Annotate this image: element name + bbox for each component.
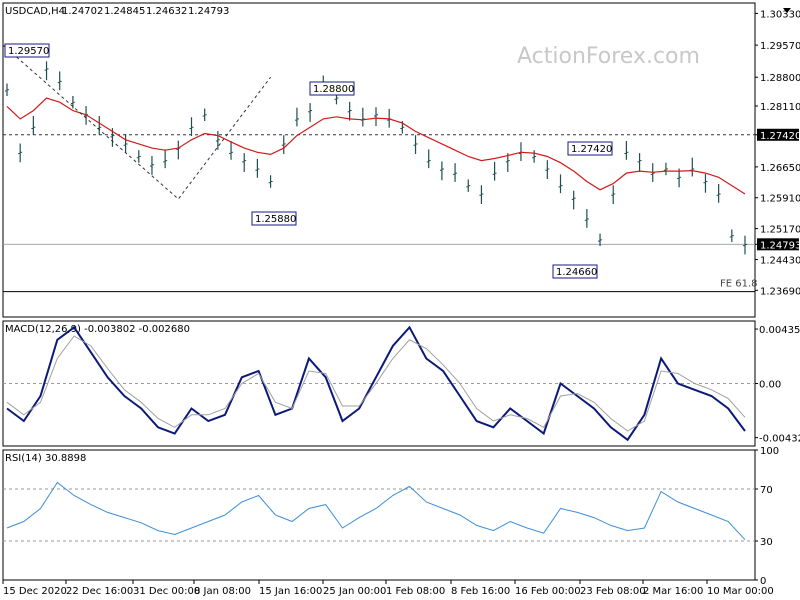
y-tick-label: 1.26650	[760, 163, 800, 174]
dropdown-arrow-icon	[783, 8, 791, 13]
y-label-box	[757, 128, 799, 141]
y-label-box	[757, 238, 799, 251]
annotation-label: 1.29570	[8, 46, 49, 57]
annotation-label: 1.27420	[571, 144, 612, 155]
y-tick-label: 1.28800	[760, 73, 800, 84]
x-tick-label: 15 Dec 2020	[3, 586, 67, 597]
rsi-title: RSI(14) 30.8898	[5, 453, 86, 464]
x-tick-label: 8 Feb 16:00	[451, 586, 510, 597]
annotation-label: 1.24660	[556, 267, 597, 278]
y-tick-label: 1.25170	[760, 225, 800, 236]
low-value: 1.24632	[146, 6, 187, 17]
y-tick-label: 1.27420	[760, 131, 800, 142]
y-tick-label: 1.29570	[760, 41, 800, 52]
fe-label: FE 61.8	[720, 279, 758, 290]
x-tick-label: 10 Mar 00:00	[707, 586, 774, 597]
annotation-box	[251, 211, 297, 226]
annotation-label: 1.25880	[255, 214, 296, 225]
annotation-box	[4, 43, 50, 58]
y-tick-label: 1.30330	[760, 9, 800, 20]
rsi-tick-label: 30	[760, 537, 773, 548]
close-value: 1.24793	[188, 6, 229, 17]
y-tick-label: 1.23690	[760, 286, 800, 297]
annotation-label: 1.28800	[313, 84, 354, 95]
rsi-tick-label: 0	[760, 576, 766, 587]
rsi-line	[6, 481, 746, 541]
annotation-box	[552, 264, 598, 279]
signal-line	[6, 335, 746, 432]
x-tick-label: 16 Feb 00:00	[515, 586, 581, 597]
x-tick-label: 25 Jan 00:00	[323, 586, 386, 597]
rsi-tick-label: 100	[760, 446, 779, 457]
y-tick-label: 1.28110	[760, 102, 800, 113]
high-value: 1.24845	[104, 6, 145, 17]
annotation-box	[309, 81, 355, 96]
macd-tick-label: 0.00	[759, 380, 781, 391]
macd-line	[6, 325, 746, 442]
x-tick-label: 23 Feb 08:00	[580, 586, 646, 597]
rsi-tick-label: 70	[760, 485, 773, 496]
macd-tick-label: -0.004328	[759, 434, 800, 445]
panel-frame-3	[2, 449, 756, 581]
x-tick-label: 1 Feb 08:00	[386, 586, 445, 597]
y-tick-label: 1.24430	[760, 255, 800, 266]
panel-frame-1	[2, 2, 756, 318]
macd-title: MACD(12,26,9) -0.003802 -0.002680	[5, 324, 190, 335]
trend-dashed-line	[2, 44, 271, 200]
y-tick-label: 1.25910	[760, 194, 800, 205]
annotation-box	[567, 141, 613, 156]
x-tick-label: 31 Dec 00:00	[133, 586, 200, 597]
panel-frame-2	[2, 320, 756, 447]
x-tick-label: 22 Dec 16:00	[66, 586, 133, 597]
x-tick-label: 2 Mar 16:00	[643, 586, 703, 597]
open-value: 1.24702	[62, 6, 103, 17]
x-tick-label: 8 Jan 08:00	[194, 586, 251, 597]
y-tick-label: 1.24793	[760, 240, 800, 251]
macd-tick-label: 0.004357	[759, 325, 800, 336]
x-tick-label: 15 Jan 16:00	[259, 586, 322, 597]
moving-average-line	[6, 97, 746, 195]
watermark: ActionForex.com	[517, 44, 700, 69]
symbol-label: USDCAD,H4	[5, 6, 65, 17]
